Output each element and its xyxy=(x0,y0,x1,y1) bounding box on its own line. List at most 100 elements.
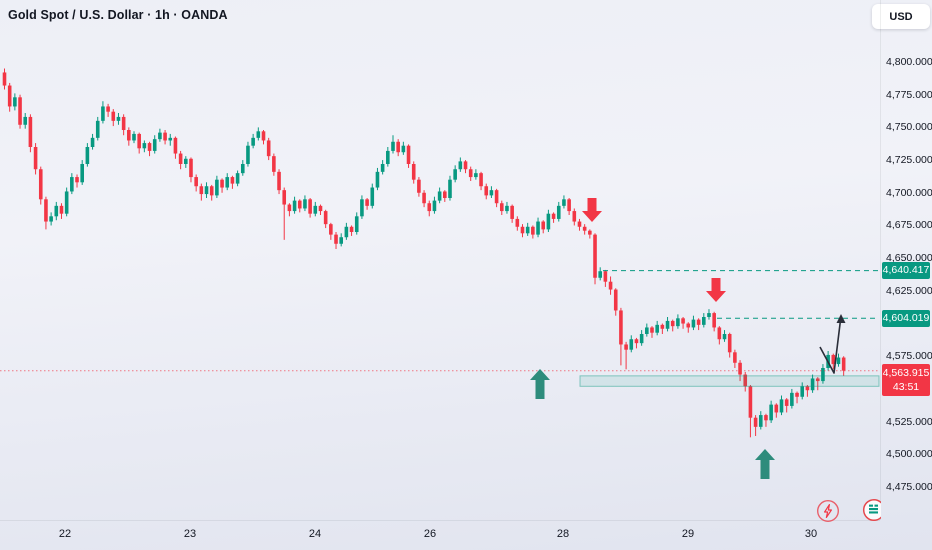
buy-marker-arrow-0[interactable] xyxy=(530,369,550,399)
candle xyxy=(494,188,499,208)
candle xyxy=(691,315,696,331)
candle xyxy=(520,224,525,238)
candle xyxy=(681,316,685,329)
candle xyxy=(142,140,147,153)
candle xyxy=(499,200,504,215)
price-axis-label: 4,800.000 xyxy=(886,56,932,68)
candle xyxy=(292,196,297,214)
candle xyxy=(639,330,644,346)
candle xyxy=(313,201,318,217)
candle xyxy=(209,184,214,201)
candle xyxy=(448,175,452,201)
candle xyxy=(769,400,773,423)
candle xyxy=(437,187,442,204)
candle xyxy=(194,174,198,192)
symbol-title[interactable]: Gold Spot / U.S. Dollar · 1h · OANDA xyxy=(8,8,228,22)
candle xyxy=(365,197,369,210)
candle xyxy=(546,209,551,232)
candle xyxy=(204,182,209,198)
buy-marker-arrow-1[interactable] xyxy=(755,449,775,479)
price-axis[interactable]: 4,800.000 4,775.000 4,750.000 4,725.000 4,70… xyxy=(880,0,932,520)
candle xyxy=(588,229,592,239)
candle xyxy=(38,166,43,205)
candle xyxy=(106,103,110,117)
projection-arrow[interactable] xyxy=(819,315,842,374)
candle xyxy=(417,177,421,197)
candle xyxy=(277,169,281,195)
candle xyxy=(468,166,473,181)
candle xyxy=(696,318,701,331)
candle xyxy=(458,157,463,172)
candle xyxy=(147,141,152,157)
candle xyxy=(220,178,224,193)
candle xyxy=(189,157,193,183)
candle xyxy=(427,200,432,217)
price-level-badge-4640: 4,640.417 xyxy=(882,262,930,280)
candle xyxy=(339,233,343,247)
price-axis-label: 4,625.000 xyxy=(886,284,932,297)
candle xyxy=(510,204,514,223)
candle xyxy=(251,133,255,149)
candle xyxy=(287,203,292,217)
candle xyxy=(266,137,271,161)
candle xyxy=(629,335,634,353)
candle xyxy=(173,136,178,159)
candle xyxy=(479,171,483,191)
currency-toggle-button[interactable]: USD xyxy=(872,4,930,29)
demand-zone[interactable] xyxy=(579,375,880,387)
candle xyxy=(230,175,235,189)
candle xyxy=(7,82,12,112)
candle xyxy=(163,129,167,145)
quick-trade-button[interactable] xyxy=(815,498,841,524)
candle xyxy=(717,326,722,345)
candle xyxy=(261,129,266,145)
candle xyxy=(329,222,333,240)
candle xyxy=(582,224,587,235)
price-axis-label: 4,675.000 xyxy=(886,219,932,232)
time-axis[interactable]: 22 23 24 26 28 29 30 xyxy=(0,520,880,550)
candle xyxy=(18,94,22,129)
candle xyxy=(44,196,48,230)
candle xyxy=(551,212,556,223)
candle xyxy=(256,127,261,141)
candle xyxy=(344,222,349,240)
candle xyxy=(836,353,841,367)
candle xyxy=(375,167,380,191)
candle xyxy=(33,143,38,175)
candle xyxy=(598,267,602,281)
candle xyxy=(567,197,571,215)
candle xyxy=(515,216,520,231)
candle xyxy=(64,187,69,217)
candle xyxy=(396,139,400,157)
candle xyxy=(168,133,173,146)
candle xyxy=(111,109,116,127)
candle xyxy=(303,195,307,212)
candle xyxy=(406,144,411,168)
candle xyxy=(422,190,426,208)
candle xyxy=(121,114,126,136)
candle xyxy=(593,233,597,285)
market-gauge-button[interactable] xyxy=(861,497,881,523)
sell-marker-arrow-0[interactable] xyxy=(582,198,602,222)
candle xyxy=(354,212,359,235)
candle xyxy=(748,384,753,438)
price-level-badge-4604: 4,604.019 xyxy=(882,309,930,327)
time-axis-label: 23 xyxy=(183,528,197,540)
candle xyxy=(613,288,618,316)
price-axis-label: 4,525.000 xyxy=(886,415,932,428)
candle xyxy=(815,377,820,391)
candle xyxy=(132,131,136,144)
candle xyxy=(215,175,219,198)
candle xyxy=(2,68,7,90)
sell-marker-arrow-1[interactable] xyxy=(706,278,726,302)
candle xyxy=(707,309,711,320)
time-axis-label: 26 xyxy=(423,528,437,540)
candle xyxy=(634,337,639,349)
price-axis-label: 4,700.000 xyxy=(886,186,932,199)
current-price-value: 4,563.915 xyxy=(882,366,930,379)
candle xyxy=(577,218,582,231)
candle xyxy=(75,174,79,188)
candle xyxy=(810,374,815,393)
